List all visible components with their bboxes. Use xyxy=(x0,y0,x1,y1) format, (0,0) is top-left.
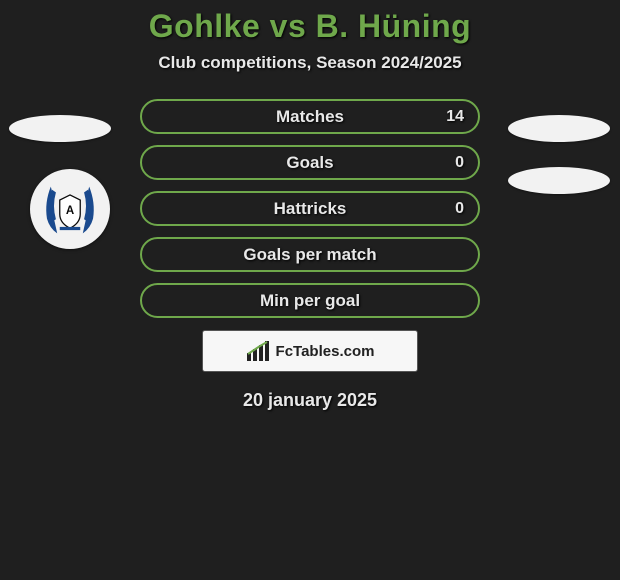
stat-label: Goals xyxy=(286,153,333,173)
player1-photo-placeholder xyxy=(9,115,111,142)
date-label: 20 january 2025 xyxy=(0,390,620,411)
stat-label: Hattricks xyxy=(274,199,347,219)
stat-label: Min per goal xyxy=(260,291,360,311)
comparison-card: Gohlke vs B. Hüning Club competitions, S… xyxy=(0,0,620,411)
stats-column: Matches 14 Goals 0 Hattricks 0 Goals per… xyxy=(140,99,480,318)
fctables-brand-box[interactable]: FcTables.com xyxy=(202,330,418,372)
page-title: Gohlke vs B. Hüning xyxy=(0,8,620,45)
stat-row-goals: Goals 0 xyxy=(140,145,480,180)
stat-value: 0 xyxy=(455,154,464,172)
player2-photo-placeholder xyxy=(508,115,610,142)
stat-label: Matches xyxy=(276,107,344,127)
fctables-text: FcTables.com xyxy=(276,343,375,360)
stat-row-min-per-goal: Min per goal xyxy=(140,283,480,318)
bar-chart-icon xyxy=(246,341,270,361)
stat-value: 14 xyxy=(446,108,464,126)
player2-club-placeholder xyxy=(508,167,610,194)
arminia-bielefeld-icon: A xyxy=(38,177,102,241)
stat-value: 0 xyxy=(455,200,464,218)
stat-label: Goals per match xyxy=(243,245,376,265)
stat-row-matches: Matches 14 xyxy=(140,99,480,134)
stat-row-hattricks: Hattricks 0 xyxy=(140,191,480,226)
season-subtitle: Club competitions, Season 2024/2025 xyxy=(0,53,620,73)
fctables-logo: FcTables.com xyxy=(246,341,375,361)
stat-row-goals-per-match: Goals per match xyxy=(140,237,480,272)
svg-text:A: A xyxy=(66,205,75,217)
main-area: A Matches 14 Goals 0 Hattricks 0 Goals p… xyxy=(0,99,620,411)
player1-club-badge: A xyxy=(30,169,110,249)
